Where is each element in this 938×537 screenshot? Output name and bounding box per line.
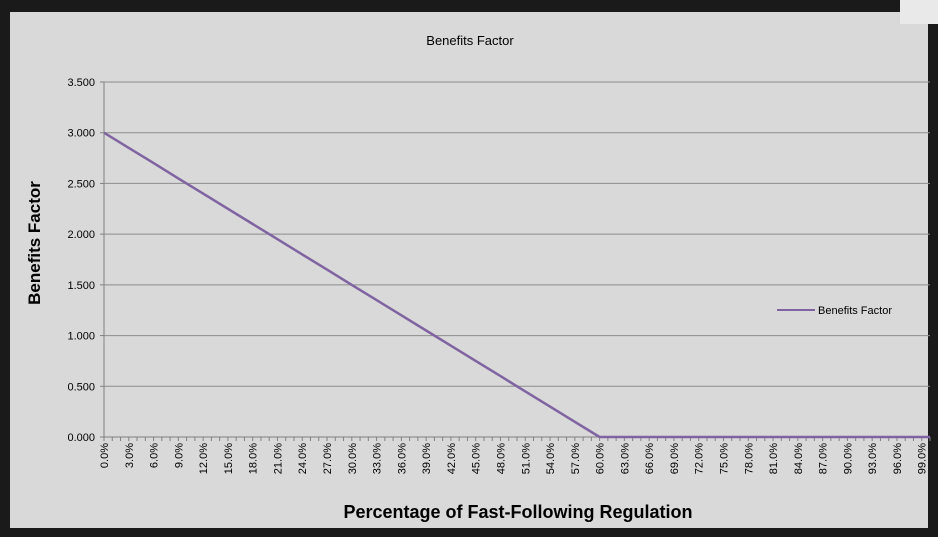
x-tick-label: 57.0% bbox=[570, 443, 582, 474]
x-tick-label: 66.0% bbox=[644, 443, 656, 474]
x-tick-label: 39.0% bbox=[421, 443, 433, 474]
window-border-bottom bbox=[0, 528, 938, 537]
x-tick-label: 75.0% bbox=[719, 443, 731, 474]
x-tick-label: 87.0% bbox=[818, 443, 830, 474]
y-tick-labels: 0.000 0.500 1.000 1.500 2.000 2.500 3.000 3.500 bbox=[67, 77, 95, 444]
x-tick-label: 81.0% bbox=[768, 443, 780, 474]
y-tick-label: 1.000 bbox=[67, 331, 95, 343]
x-tick-label: 30.0% bbox=[347, 443, 359, 474]
x-tick-label: 69.0% bbox=[669, 443, 681, 474]
x-tick-label: 90.0% bbox=[842, 443, 854, 474]
y-axis-title: Benefits Factor bbox=[25, 181, 44, 305]
x-tick-label: 42.0% bbox=[446, 443, 458, 474]
gridlines bbox=[104, 81, 930, 387]
y-tick-label: 3.000 bbox=[67, 128, 95, 140]
x-axis-title: Percentage of Fast-Following Regulation bbox=[343, 502, 692, 522]
chart-area bbox=[10, 12, 928, 528]
x-tick-label: 63.0% bbox=[619, 443, 631, 474]
x-tick-label: 84.0% bbox=[793, 443, 805, 474]
x-tick-label: 12.0% bbox=[198, 443, 210, 474]
x-tick-label: 18.0% bbox=[248, 443, 260, 474]
x-tick-label: 6.0% bbox=[149, 443, 161, 468]
corner-highlight bbox=[900, 0, 938, 24]
x-tick-label: 78.0% bbox=[743, 443, 755, 474]
x-tick-label: 3.0% bbox=[124, 443, 136, 468]
x-tick-label: 54.0% bbox=[545, 443, 557, 474]
x-tick-label: 45.0% bbox=[471, 443, 483, 474]
window-border-right bbox=[928, 0, 938, 537]
x-tick-label: 24.0% bbox=[297, 443, 309, 474]
y-tick-label: 0.000 bbox=[67, 432, 95, 444]
x-tick-label: 93.0% bbox=[867, 443, 879, 474]
x-tick-label: 60.0% bbox=[595, 443, 607, 474]
x-tick-label: 21.0% bbox=[272, 443, 284, 474]
y-tick-label: 2.000 bbox=[67, 229, 95, 241]
y-tick-label: 1.500 bbox=[67, 280, 95, 292]
x-tick-label: 96.0% bbox=[892, 443, 904, 474]
window-border-left bbox=[0, 0, 10, 537]
x-tick-label: 9.0% bbox=[173, 443, 185, 468]
x-tick-label: 0.0% bbox=[99, 443, 111, 468]
x-tick-label: 99.0% bbox=[917, 443, 929, 474]
y-tick-label: 2.500 bbox=[67, 178, 95, 190]
x-tick-label: 36.0% bbox=[396, 443, 408, 474]
chart-title: Benefits Factor bbox=[426, 33, 514, 48]
window-border-top bbox=[0, 0, 938, 12]
x-tick-label: 48.0% bbox=[495, 443, 507, 474]
legend-label: Benefits Factor bbox=[818, 305, 892, 317]
x-tick-label: 72.0% bbox=[694, 443, 706, 474]
series-layer bbox=[103, 131, 930, 439]
series-line bbox=[103, 131, 930, 439]
legend: Benefits Factor bbox=[777, 305, 892, 317]
x-tick-label: 51.0% bbox=[520, 443, 532, 474]
x-tick-label: 15.0% bbox=[223, 443, 235, 474]
y-tick-label: 3.500 bbox=[67, 77, 95, 89]
x-tick-label: 27.0% bbox=[322, 443, 334, 474]
y-tick-label: 0.500 bbox=[67, 381, 95, 393]
x-tick-labels: 0.0% 3.0% 6.0% 9.0% 12.0% 15.0% 18.0% 21.0% 24.0… bbox=[99, 443, 929, 474]
x-tick-label: 33.0% bbox=[372, 443, 384, 474]
